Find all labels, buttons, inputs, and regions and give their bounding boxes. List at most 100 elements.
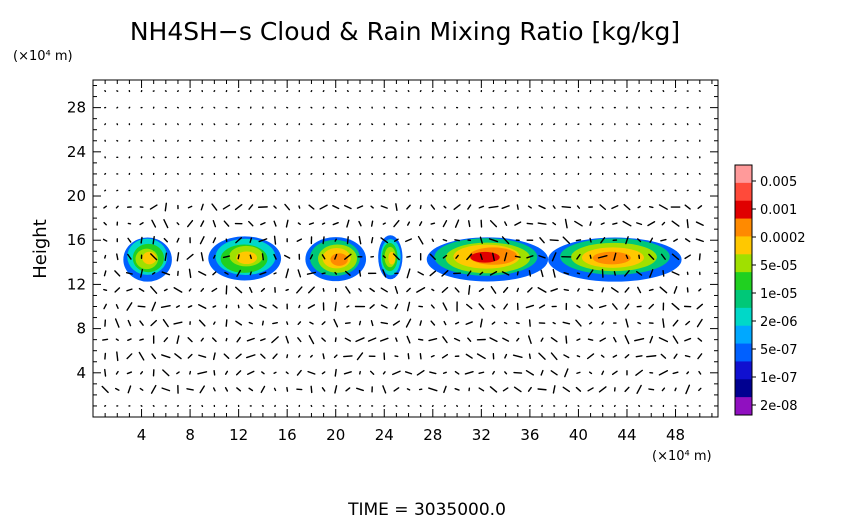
wind-vector (658, 204, 668, 210)
wind-vector (322, 353, 325, 360)
wind-vector (152, 235, 155, 245)
wind-vector (673, 353, 678, 359)
wind-vector (501, 236, 510, 245)
wind-vector (392, 253, 400, 261)
x-tick-label: 4 (137, 426, 147, 444)
wind-vector (332, 221, 339, 226)
wind-vector (160, 304, 171, 309)
wind-vectors (101, 89, 704, 408)
wind-vector (516, 287, 520, 293)
wind-vector (247, 370, 255, 375)
wind-vector (589, 254, 592, 259)
x-axis: 4 8 12 16 20 24 28 32 36 40 44 48 (104, 80, 713, 444)
wind-vector (246, 354, 256, 359)
wind-vector (163, 237, 169, 243)
wind-vector (576, 338, 581, 341)
wind-vector (513, 386, 522, 393)
wind-vector (684, 238, 691, 243)
wind-vector (249, 271, 252, 276)
wind-vector (127, 253, 132, 260)
wind-vector (237, 254, 240, 260)
wind-vector (428, 387, 438, 392)
wind-vector (151, 301, 157, 312)
wind-vector (419, 404, 422, 407)
wind-vector (236, 336, 241, 343)
wind-vector (443, 320, 447, 326)
wind-vector (199, 236, 205, 245)
wind-vector (369, 287, 375, 293)
wind-vector (466, 253, 473, 261)
wind-vector (478, 371, 485, 375)
wind-vector (587, 288, 594, 292)
wind-vector (201, 106, 204, 109)
wind-vector (528, 123, 531, 126)
wind-vector (502, 286, 509, 293)
colorbar-label: 0.0002 (760, 231, 806, 246)
wind-vector (686, 371, 690, 375)
wind-vector (358, 220, 362, 227)
wind-vector (600, 354, 605, 358)
wind-vector (128, 106, 131, 109)
wind-vector (212, 305, 217, 308)
wind-vector (176, 335, 180, 345)
wind-vector (248, 387, 254, 392)
wind-vector (649, 335, 654, 344)
wind-vector (684, 204, 691, 210)
x-tick-label: 44 (617, 426, 636, 444)
wind-vector (126, 302, 133, 311)
wind-vector (321, 222, 326, 225)
wind-vector (601, 370, 605, 376)
wind-vector (198, 319, 206, 327)
wind-vector (480, 123, 483, 126)
wind-vector (552, 205, 556, 209)
wind-vector (102, 338, 109, 341)
wind-vector (576, 304, 581, 309)
wind-vector (612, 222, 618, 225)
wind-vector (512, 354, 523, 358)
wind-vector (613, 336, 617, 343)
wind-vector (395, 172, 398, 175)
wind-vector (537, 388, 547, 391)
wind-vector (454, 321, 460, 325)
wind-vector (103, 221, 107, 226)
wind-vector (164, 202, 168, 212)
wind-vector (539, 237, 545, 244)
wind-vector (684, 254, 691, 260)
wind-vector (286, 172, 289, 175)
y-tick-label: 12 (67, 275, 86, 293)
wind-vector (200, 252, 204, 262)
wind-vector (296, 286, 303, 294)
wind-vector (613, 90, 616, 93)
wind-vector (322, 90, 325, 93)
wind-vector (260, 222, 266, 226)
wind-vector (503, 321, 508, 325)
wind-vector (660, 238, 667, 242)
colorbar: 0.005 0.001 0.0002 5e-05 1e-05 2e-06 5e-07 1e-0… (734, 164, 806, 416)
wind-vector (152, 156, 155, 159)
wind-vector (116, 253, 119, 261)
wind-vector (297, 321, 302, 325)
wind-vector (198, 270, 207, 276)
wind-vector (213, 90, 216, 93)
wind-vector (127, 385, 132, 394)
wind-vector (468, 284, 471, 295)
wind-vector (648, 253, 655, 260)
wind-vector (550, 337, 558, 343)
wind-vector (660, 253, 666, 260)
wind-vector (516, 337, 520, 342)
wind-vector (466, 270, 472, 277)
colorbar-swatch (735, 272, 752, 291)
wind-vector (660, 353, 667, 359)
wind-vector (234, 204, 243, 211)
wind-vector (186, 253, 194, 260)
wind-vector (698, 253, 701, 261)
wind-vector (104, 189, 107, 192)
colorbar-swatch (735, 379, 752, 398)
wind-vector (456, 123, 459, 126)
wind-vector (586, 353, 595, 360)
wind-vector (187, 337, 193, 343)
wind-vector (273, 235, 277, 245)
chart-title: NH4SH−s Cloud & Rain Mixing Ratio [kg/kg… (130, 17, 680, 46)
wind-vector (307, 286, 315, 294)
wind-vector (491, 304, 496, 309)
